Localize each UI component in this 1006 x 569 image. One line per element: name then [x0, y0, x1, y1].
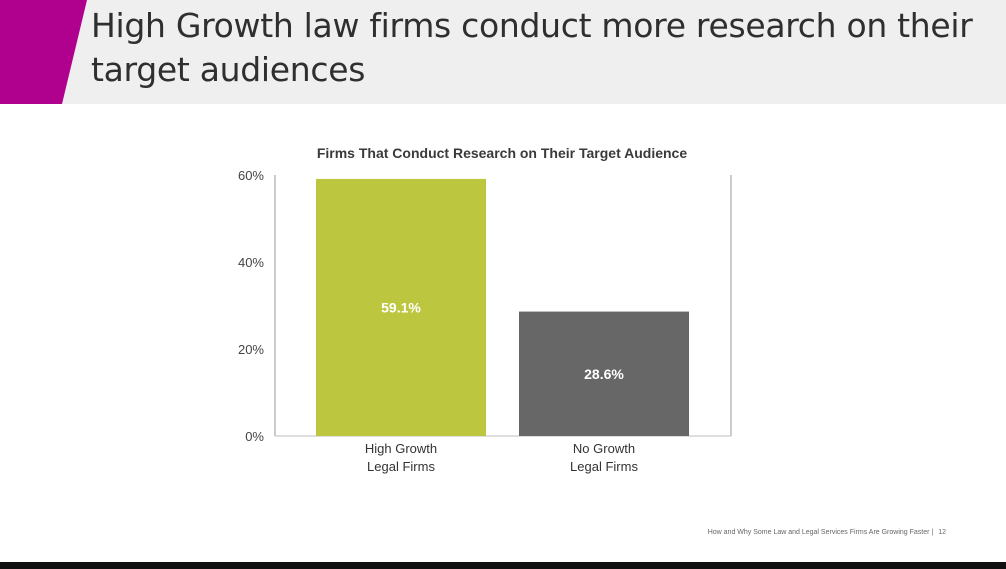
category-label: No Growth — [573, 441, 635, 456]
header-band — [0, 0, 1006, 104]
data-label: 59.1% — [381, 299, 421, 315]
footer-text: How and Why Some Law and Legal Services … — [707, 529, 930, 536]
y-tick-label: 0% — [245, 429, 264, 444]
category-label: High Growth — [365, 441, 437, 456]
footer: How and Why Some Law and Legal Services … — [708, 529, 946, 536]
y-tick-label: 20% — [238, 342, 264, 357]
chart-title: Firms That Conduct Research on Their Tar… — [317, 145, 687, 161]
page-number: 12 — [938, 529, 946, 536]
bottom-bar — [0, 562, 1006, 569]
data-label: 28.6% — [584, 366, 624, 382]
bar — [316, 178, 486, 437]
slide-title: High Growth law firms conduct more resea… — [91, 6, 973, 89]
footer-separator: | — [931, 529, 934, 536]
y-tick-label: 60% — [238, 168, 264, 183]
magenta-accent-shape — [0, 0, 87, 104]
y-tick-label: 40% — [238, 255, 264, 270]
category-label: Legal Firms — [367, 459, 435, 474]
bar — [519, 311, 689, 436]
category-label: Legal Firms — [570, 459, 638, 474]
